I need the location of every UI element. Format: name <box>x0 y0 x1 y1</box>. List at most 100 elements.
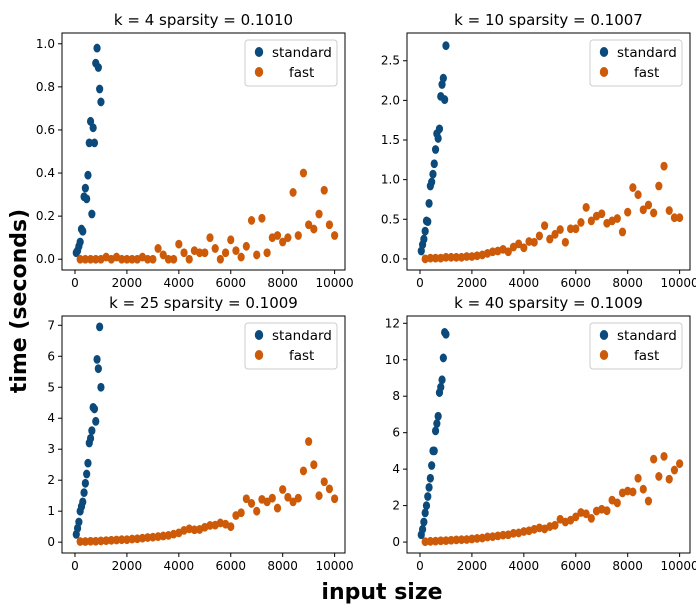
standard-point <box>424 492 432 501</box>
fast-point <box>81 254 89 264</box>
legend-marker-fast <box>254 67 264 77</box>
x-tick-label: 4000 <box>509 276 540 290</box>
standard-point <box>84 170 92 180</box>
fast-point <box>175 239 183 249</box>
x-tick-label: 10000 <box>661 559 696 573</box>
fast-point <box>201 248 209 258</box>
fast-point <box>587 513 595 523</box>
fast-point <box>582 202 590 212</box>
fast-point <box>320 477 328 487</box>
fast-point <box>123 254 131 264</box>
standard-point <box>429 169 437 179</box>
fast-point <box>613 214 621 223</box>
fast-point <box>294 231 302 240</box>
fast-point <box>509 528 518 538</box>
standard-point <box>84 458 92 468</box>
legend: standard fast <box>589 39 683 87</box>
y-tick-label: 3 <box>47 442 55 456</box>
standard-point <box>435 124 444 134</box>
x-tick-label: 6000 <box>560 276 591 290</box>
fast-point <box>206 233 214 243</box>
fast-point <box>81 537 89 546</box>
fast-point <box>577 218 585 227</box>
y-tick-label: 2 <box>47 473 55 487</box>
standard-point <box>80 488 88 497</box>
fast-point <box>442 536 450 546</box>
y-tick-label: 4 <box>47 411 55 425</box>
fast-point <box>227 522 235 532</box>
subplot-title: k = 4 sparsity = 0.1010 <box>114 11 293 29</box>
legend-marker-fast <box>599 350 609 360</box>
legend-label-fast: fast <box>289 65 314 81</box>
fast-point <box>253 506 261 516</box>
x-tick-label: 6000 <box>215 559 246 573</box>
y-tick-label: 7 <box>47 318 55 332</box>
legend-marker-standard <box>599 330 609 340</box>
subplot-3: k = 25 sparsity = 0.1009 0 2000 4000 6000 800… <box>47 294 353 573</box>
standard-point <box>93 43 101 53</box>
standard-point <box>88 209 96 219</box>
y-tick-label: 12 <box>385 316 400 330</box>
fast-point <box>515 239 523 249</box>
standard-point <box>76 237 84 247</box>
fast-point <box>670 213 679 223</box>
standard-point <box>422 501 431 510</box>
fast-point <box>76 537 84 546</box>
fast-point <box>660 451 668 461</box>
legend-marker-fast <box>254 350 264 360</box>
fast-point <box>426 536 434 546</box>
fast-point <box>289 497 297 507</box>
axes-frame <box>61 315 346 554</box>
fast-point <box>133 534 141 544</box>
standard-point <box>83 469 91 479</box>
legend-label-fast: fast <box>634 65 659 81</box>
fast-point <box>138 533 147 543</box>
fast-point <box>247 499 256 508</box>
fast-point <box>634 473 642 483</box>
fast-point <box>190 525 199 535</box>
fast-point <box>520 243 528 253</box>
x-tick-label: 4000 <box>164 276 195 290</box>
fast-point <box>310 224 318 234</box>
x-tick-label: 8000 <box>612 276 643 290</box>
fast-point <box>263 248 271 258</box>
fast-point <box>315 491 323 501</box>
standard-point <box>83 194 91 204</box>
standard-point <box>79 226 87 236</box>
standard-point <box>86 433 95 443</box>
fast-point <box>504 247 512 257</box>
fast-point <box>442 252 450 262</box>
fast-point <box>530 237 538 247</box>
fast-point <box>273 231 282 240</box>
fast-point <box>541 221 549 231</box>
fast-point <box>92 536 100 546</box>
standard-point <box>94 63 102 72</box>
fast-point <box>86 254 95 264</box>
y-tick-label: 0 <box>392 535 400 549</box>
y-tick-label: 0.5 <box>381 212 400 226</box>
fast-point <box>284 492 292 502</box>
plot-area <box>72 43 339 264</box>
fast-point <box>112 535 121 545</box>
standard-point <box>93 354 101 364</box>
fast-point <box>284 233 292 243</box>
fast-point <box>473 534 481 543</box>
fast-point <box>268 493 276 503</box>
x-tick-label: 6000 <box>560 559 591 573</box>
fast-point <box>164 254 173 264</box>
standard-point <box>428 177 436 187</box>
y-tick-label: 2.0 <box>381 93 400 107</box>
fast-point <box>237 252 245 262</box>
fast-point <box>154 244 162 253</box>
fast-point <box>670 465 679 475</box>
standard-point <box>79 497 87 507</box>
x-tick-label: 8000 <box>267 276 298 290</box>
fast-point <box>144 254 152 264</box>
fast-point <box>263 497 271 507</box>
fast-point <box>437 536 445 546</box>
fast-point <box>325 220 334 230</box>
fast-point <box>331 494 339 504</box>
standard-point <box>81 478 89 488</box>
fast-point <box>299 168 308 178</box>
y-tick-label: 6 <box>47 349 55 363</box>
